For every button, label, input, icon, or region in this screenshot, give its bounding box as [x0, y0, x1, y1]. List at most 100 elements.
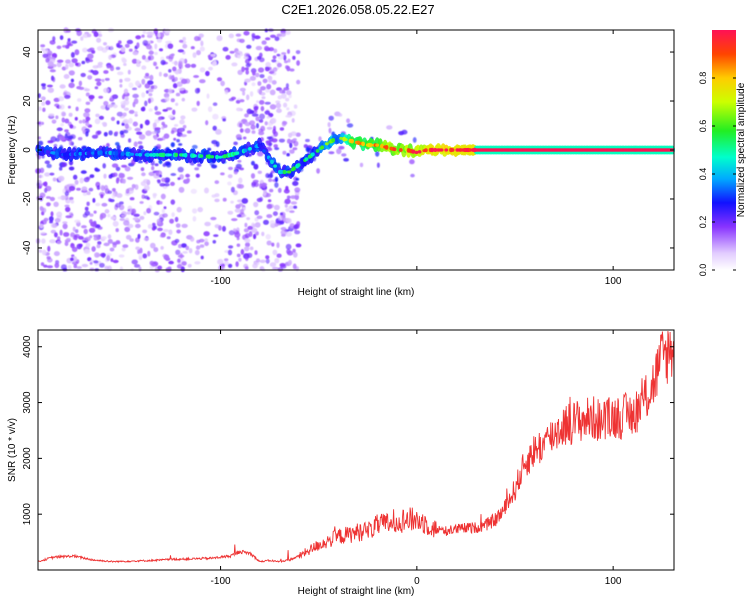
spectrogram-cell	[238, 177, 243, 184]
spectrogram-cell	[59, 104, 65, 110]
ridge-core	[78, 151, 83, 156]
snr-panel: -100 0 100 1000 2000 3000 4000 Height of stra…	[7, 329, 675, 597]
spectrogram-cell	[172, 66, 177, 72]
spectrogram-cell	[46, 50, 53, 56]
spectrogram-cell	[244, 238, 251, 243]
spectrogram-cell	[244, 67, 249, 71]
spectrogram-cell	[143, 237, 150, 242]
spectrogram-cell	[245, 63, 251, 68]
spectrogram-cell	[223, 261, 230, 266]
spectrogram-cell	[316, 168, 320, 174]
spectrogram-cell	[295, 132, 301, 137]
spectrogram-cell	[276, 62, 282, 68]
spectrogram-cell	[124, 166, 131, 172]
bottom-y-tick-label: 3000	[22, 391, 33, 414]
colorbar-gradient	[712, 30, 736, 270]
spectrogram-cell	[191, 107, 198, 112]
spectrogram-cell	[45, 57, 50, 63]
spectrogram-cell	[111, 163, 119, 168]
ridge-core	[146, 152, 150, 157]
colorbar-tick-label: 0.4	[698, 168, 708, 181]
bottom-y-axis-label: SNR (10 * v/v)	[7, 418, 18, 482]
spectrogram-cell	[230, 186, 235, 193]
spectrogram-cell	[227, 181, 232, 186]
spectrogram-cell	[76, 243, 82, 250]
spectrogram-cell	[292, 55, 296, 60]
spectrogram-cell	[198, 33, 204, 38]
ridge-core	[248, 147, 252, 151]
spectrogram-cell	[136, 62, 141, 67]
colorbar-label: Normalized spectral amplitude	[736, 82, 747, 217]
ridge-core	[199, 154, 204, 158]
spectrogram-cell	[76, 30, 82, 37]
spectrogram-cell	[292, 147, 298, 151]
spectrogram-cell	[295, 177, 300, 181]
spectrogram-cell	[173, 137, 177, 141]
spectrogram-cell	[50, 229, 57, 234]
spectrogram-cell	[96, 81, 102, 87]
spectrogram-cell	[68, 166, 75, 171]
spectrogram-cell	[187, 263, 192, 268]
spectrogram-cell	[186, 178, 190, 183]
spectrogram-cell	[67, 105, 71, 109]
spectrogram-cell	[80, 72, 86, 78]
spectrogram-cell	[84, 88, 90, 92]
spectrogram-cell	[75, 106, 79, 112]
spectrogram-cell	[264, 110, 271, 115]
spectrogram-cell	[68, 139, 73, 146]
spectrogram-cell	[290, 195, 297, 200]
top-y-tick-label: 20	[22, 95, 33, 107]
spectrogram-cell	[125, 234, 132, 240]
spectrogram-cell	[64, 118, 70, 124]
spectrogram-cell	[283, 102, 288, 108]
spectrogram-cell	[168, 229, 173, 235]
spectrogram-cell	[136, 59, 140, 63]
spectrogram-cell	[256, 100, 259, 104]
spectrogram-cell	[154, 127, 161, 131]
spectrogram-cell	[412, 137, 417, 143]
ridge-core	[304, 157, 309, 161]
spectrogram-cell	[144, 100, 148, 107]
spectrogram-cell	[89, 47, 95, 51]
ridge-core	[320, 145, 325, 150]
spectrogram-cell	[50, 211, 54, 217]
spectrogram-cell	[163, 206, 167, 210]
spectrogram-cell	[161, 177, 166, 183]
spectrogram-cell	[336, 148, 342, 155]
spectrogram-cell	[200, 40, 204, 47]
spectrogram-cell	[268, 113, 274, 117]
spectrogram-cell	[269, 172, 273, 178]
spectrogram-cell	[227, 263, 233, 268]
spectrogram-cell	[65, 215, 72, 219]
ridge-core	[296, 163, 301, 167]
spectrogram-cell	[246, 217, 251, 221]
top-y-tick-label: -20	[22, 191, 33, 206]
spectrogram-cell	[59, 166, 63, 171]
spectrogram-cell	[266, 115, 271, 119]
spectrogram-cell	[162, 213, 168, 218]
spectrogram-cell	[144, 195, 149, 200]
spectrogram-cell	[61, 111, 66, 117]
spectrogram-cell	[212, 240, 217, 244]
spectrogram-cell	[239, 128, 244, 133]
spectrogram-cell	[61, 117, 65, 123]
spectrogram-cell	[95, 113, 100, 118]
spectrogram-cell	[81, 186, 88, 191]
spectrogram-cell	[68, 70, 75, 76]
spectrogram-cell	[85, 242, 91, 248]
spectrogram-cell	[265, 140, 271, 144]
spectrogram-cell	[70, 232, 75, 237]
spectrogram-cell	[227, 210, 234, 215]
spectrogram-cell	[214, 198, 220, 203]
spectrogram-cell	[167, 43, 174, 49]
spectrogram-cell	[74, 219, 81, 224]
spectrogram-cell	[328, 151, 335, 155]
spectrogram-cell	[218, 266, 226, 270]
spectrogram-cell	[120, 173, 125, 179]
spectrogram-cell	[46, 265, 53, 269]
spectrogram-cell	[210, 53, 216, 57]
spectrogram-cell	[266, 83, 272, 90]
spectrogram-cell	[224, 258, 229, 262]
spectrogram-cell	[134, 113, 138, 117]
ridge-core	[130, 152, 135, 156]
